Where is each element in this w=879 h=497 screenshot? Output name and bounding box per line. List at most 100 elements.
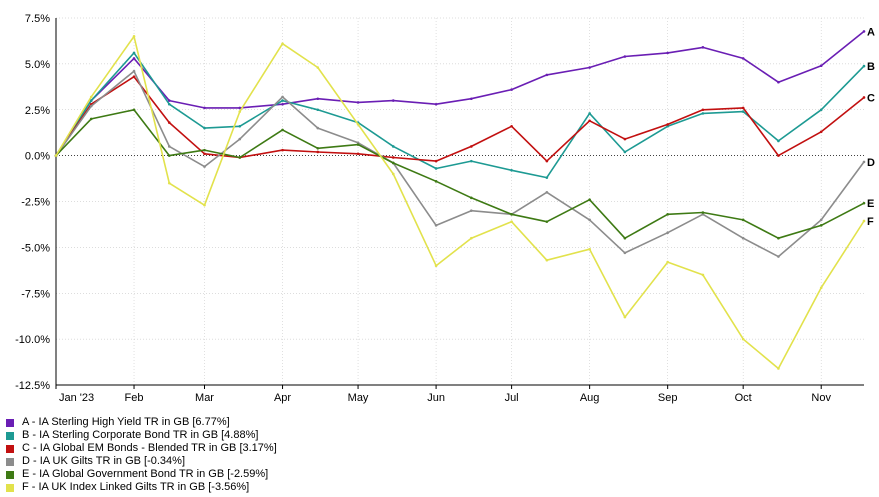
data-point-f (238, 110, 242, 113)
data-point-f (281, 42, 284, 45)
series-lines (54, 30, 866, 370)
end-label-b: B (867, 61, 875, 73)
data-point-f (203, 203, 206, 207)
data-point-b (434, 167, 438, 170)
data-point-b (777, 139, 780, 143)
legend-swatch (6, 444, 14, 453)
y-tick-label: -2.5% (21, 197, 50, 209)
data-point-e (316, 146, 320, 150)
data-point-a (623, 55, 627, 58)
data-point-c (470, 145, 473, 148)
data-point-e (132, 108, 136, 112)
data-point-b (238, 124, 242, 128)
data-point-b (862, 64, 866, 68)
data-point-f (545, 258, 549, 262)
data-point-e (356, 143, 360, 146)
legend-item: E - IA Global Government Bond TR in GB [… (6, 468, 277, 481)
data-point-f (666, 260, 669, 264)
data-point-b (510, 169, 513, 172)
data-point-e (238, 156, 242, 159)
data-point-b (470, 159, 473, 163)
data-point-d (623, 251, 627, 255)
legend-label: D - IA UK Gilts TR in GB [-0.34%] (22, 455, 186, 467)
data-point-e (89, 117, 93, 121)
data-point-a (391, 99, 395, 102)
data-point-f (316, 66, 320, 69)
end-labels: A B C D EF (867, 26, 875, 228)
data-point-d (356, 141, 360, 145)
series-line-b (55, 52, 865, 179)
data-point-e (167, 154, 171, 157)
data-point-f (167, 181, 171, 185)
y-tick-label: 2.5% (25, 105, 50, 117)
data-point-e (862, 201, 866, 205)
x-tick-label: Jun (427, 392, 445, 404)
data-point-f (54, 154, 58, 157)
y-tick-label: 5.0% (25, 59, 50, 71)
data-point-d (167, 145, 171, 148)
x-tick-label: Apr (274, 392, 291, 404)
data-point-f (862, 219, 866, 223)
legend-swatch (6, 418, 14, 427)
series-line-e (55, 109, 865, 239)
data-point-b (281, 99, 284, 102)
data-point-b (623, 150, 627, 154)
legend-item: A - IA Sterling High Yield TR in GB [6.7… (6, 416, 277, 429)
data-point-a (470, 97, 473, 101)
data-point-a (741, 57, 745, 60)
data-point-e (434, 180, 438, 183)
data-point-c (623, 137, 627, 141)
legend-label: E - IA Global Government Bond TR in GB [… (22, 468, 269, 480)
end-label-d: D (867, 157, 875, 169)
data-point-b (701, 112, 705, 115)
legend-item: B - IA Sterling Corporate Bond TR in GB … (6, 429, 277, 442)
data-point-d (666, 231, 669, 234)
data-point-c (862, 96, 866, 99)
data-point-d (545, 191, 549, 194)
data-point-a (281, 102, 284, 106)
data-point-d (862, 160, 866, 164)
legend-swatch (6, 457, 14, 466)
data-point-c (777, 154, 780, 157)
end-label-c: C (867, 92, 875, 104)
data-point-b (391, 145, 395, 148)
data-point-b (167, 102, 171, 106)
y-tick-label: -12.5% (15, 380, 50, 392)
series-line-a (55, 30, 865, 157)
series-line-f (55, 35, 865, 370)
legend-swatch (6, 470, 14, 479)
x-tick-label: Oct (735, 392, 752, 404)
legend-item: D - IA UK Gilts TR in GB [-0.34%] (6, 455, 277, 468)
data-point-b (545, 176, 549, 179)
data-point-a (666, 51, 669, 55)
data-point-a (819, 64, 823, 68)
legend-item: F - IA UK Index Linked Gilts TR in GB [-… (6, 481, 277, 494)
y-tick-label: -5.0% (21, 242, 50, 254)
y-tick-label: -7.5% (21, 288, 50, 300)
x-tick-label: Aug (580, 392, 600, 404)
data-point-a (356, 101, 360, 104)
data-point-e (588, 198, 591, 201)
data-point-b (666, 124, 669, 128)
data-point-b (89, 99, 93, 102)
data-point-f (510, 220, 513, 223)
series-line-c (55, 75, 865, 162)
data-point-f (391, 172, 395, 176)
data-point-f (434, 264, 438, 268)
data-point-a (167, 99, 171, 102)
legend-label: F - IA UK Index Linked Gilts TR in GB [-… (22, 481, 250, 493)
legend-label: B - IA Sterling Corporate Bond TR in GB … (22, 429, 259, 441)
data-point-d (777, 255, 780, 258)
end-label-a: A (867, 26, 875, 38)
data-point-e (545, 220, 549, 223)
data-point-f (819, 286, 823, 290)
data-point-e (203, 148, 206, 152)
data-point-e (470, 196, 473, 200)
data-point-e (666, 213, 669, 216)
data-point-d (281, 95, 284, 99)
data-point-c (434, 159, 438, 163)
data-point-d (132, 69, 136, 73)
data-point-a (862, 30, 866, 33)
x-tick-label: Jul (505, 392, 519, 404)
grid (55, 17, 864, 386)
